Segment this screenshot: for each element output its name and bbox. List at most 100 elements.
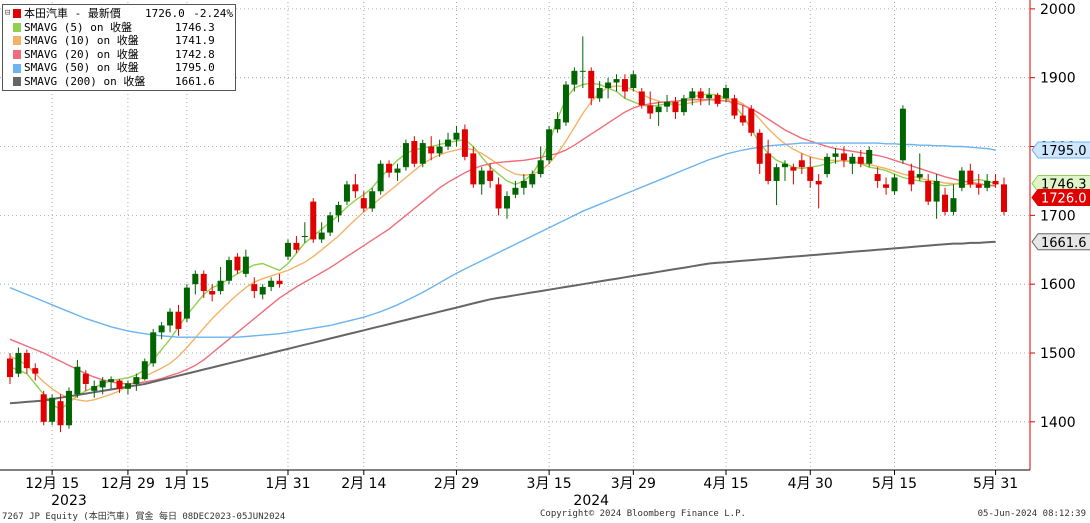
candle-body bbox=[984, 180, 991, 188]
candle-body bbox=[790, 167, 797, 171]
candle-body bbox=[579, 70, 586, 72]
x-tick-label: 1月 15 bbox=[164, 476, 209, 492]
candle-body bbox=[680, 98, 687, 113]
candle-body bbox=[242, 256, 249, 274]
candle-body bbox=[647, 105, 654, 114]
candle-body bbox=[731, 98, 738, 116]
legend-swatch bbox=[13, 63, 21, 73]
x-tick-label: 5月 15 bbox=[872, 476, 917, 492]
candle-body bbox=[613, 79, 620, 83]
candle-body bbox=[394, 168, 401, 173]
candle-body bbox=[183, 287, 190, 319]
candle-body bbox=[268, 280, 275, 287]
y-tick-label: 1700 bbox=[1040, 208, 1076, 224]
candle-body bbox=[933, 180, 940, 202]
legend-swatch bbox=[13, 77, 21, 87]
candle-body bbox=[765, 153, 772, 181]
candle-body bbox=[175, 311, 182, 329]
candle-body bbox=[32, 368, 39, 374]
legend-name: 本田汽車 - 最新價 bbox=[24, 7, 121, 20]
candle-body bbox=[445, 139, 452, 147]
candle-body bbox=[293, 242, 300, 250]
x-tick-label: 12月 29 bbox=[101, 476, 155, 492]
candle-body bbox=[605, 82, 612, 89]
candle-body bbox=[546, 129, 553, 161]
candle-body bbox=[950, 198, 957, 212]
candle-body bbox=[562, 84, 569, 123]
x-tick-label: 2月 14 bbox=[341, 476, 386, 492]
price-tag-label: 1795.0 bbox=[1041, 144, 1087, 159]
candle-body bbox=[419, 143, 426, 164]
candle-body bbox=[967, 170, 974, 185]
candle-body bbox=[310, 201, 317, 240]
ma-line bbox=[9, 240, 996, 405]
candle-body bbox=[781, 163, 788, 168]
candle-body bbox=[874, 174, 881, 181]
candle-body bbox=[411, 141, 418, 164]
candle-body bbox=[630, 74, 637, 89]
candle-body bbox=[748, 108, 755, 133]
candle-body bbox=[167, 311, 174, 326]
candle-body bbox=[453, 132, 460, 140]
legend-name: SMAVG (20) on 收盤 bbox=[24, 47, 139, 61]
candle-body bbox=[15, 353, 22, 374]
candle-body bbox=[672, 101, 679, 113]
legend-value: 1741.9 bbox=[175, 34, 215, 48]
candle-body bbox=[520, 180, 527, 188]
candle-body bbox=[942, 194, 949, 212]
candle-body bbox=[849, 156, 856, 164]
candle-body bbox=[866, 149, 873, 164]
candle-body bbox=[74, 366, 81, 395]
ma-line bbox=[9, 142, 996, 338]
x-tick-label: 4月 15 bbox=[703, 476, 748, 492]
candle-body bbox=[487, 170, 494, 181]
candle-body bbox=[318, 232, 325, 240]
candle-body bbox=[352, 184, 359, 192]
x-tick-label: 3月 15 bbox=[527, 476, 572, 492]
candle-body bbox=[621, 79, 628, 92]
price-tag-label: 1661.6 bbox=[1041, 236, 1087, 251]
candle-body bbox=[192, 273, 199, 285]
candle-body bbox=[209, 291, 216, 295]
y-tick-label: 1900 bbox=[1040, 71, 1076, 87]
candle-body bbox=[925, 180, 932, 202]
candle-body bbox=[335, 205, 342, 216]
candle-body bbox=[200, 273, 207, 292]
candle-body bbox=[23, 353, 30, 369]
y-tick-label: 1400 bbox=[1040, 415, 1076, 431]
candle-body bbox=[908, 170, 915, 185]
legend-name: SMAVG (50) on 收盤 bbox=[24, 61, 139, 75]
candle-body bbox=[57, 401, 64, 426]
candle-body bbox=[1001, 184, 1007, 212]
x-tick-label: 5月 31 bbox=[973, 476, 1018, 492]
legend-swatch bbox=[13, 36, 21, 46]
candle-body bbox=[697, 91, 704, 99]
candle-body bbox=[857, 156, 864, 164]
candle-body bbox=[327, 215, 334, 233]
y-tick-label: 1500 bbox=[1040, 346, 1076, 362]
candle-body bbox=[706, 94, 713, 99]
x-year-label: 2023 bbox=[51, 493, 87, 509]
legend-row-sma50: SMAVG (50) on 收盤 1795.0 bbox=[5, 61, 233, 75]
chart-legend: ⊟ 本田汽車 - 最新價 1726.0 -2.24% SMAVG (5) on … bbox=[2, 4, 236, 91]
legend-value: 1726.0 bbox=[145, 7, 185, 20]
price-tag bbox=[1031, 233, 1090, 251]
candle-body bbox=[689, 91, 696, 99]
candle-body bbox=[773, 167, 780, 181]
candle-body bbox=[638, 91, 645, 106]
candle-body bbox=[217, 280, 224, 292]
ma-line bbox=[9, 85, 996, 402]
x-tick-label: 4月 30 bbox=[788, 476, 833, 492]
x-year-label: 2024 bbox=[573, 493, 609, 509]
collapse-icon[interactable]: ⊟ bbox=[5, 8, 11, 18]
candle-body bbox=[554, 119, 561, 130]
candle-body bbox=[259, 286, 266, 295]
y-tick-label: 1600 bbox=[1040, 277, 1076, 293]
legend-value: 1795.0 bbox=[175, 61, 215, 75]
candle-body bbox=[386, 163, 393, 173]
candle-body bbox=[891, 177, 898, 192]
legend-swatch bbox=[13, 50, 21, 60]
candle-body bbox=[141, 361, 148, 380]
legend-name: SMAVG (5) on 收盤 bbox=[24, 20, 133, 34]
candle-body bbox=[461, 129, 468, 157]
